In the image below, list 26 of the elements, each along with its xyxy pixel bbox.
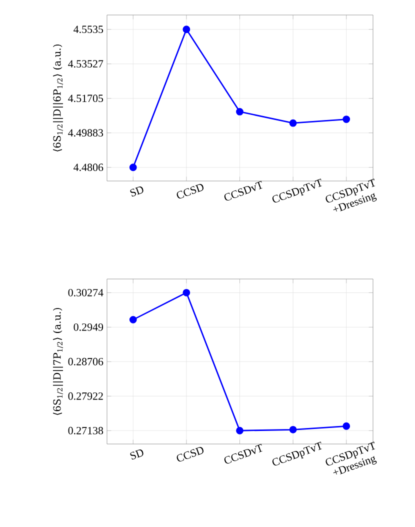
y-tick-label: 4.4806 — [74, 164, 104, 172]
point — [289, 426, 297, 434]
point — [182, 288, 190, 296]
y-axis-title: ⟨6S$_{1/2}$||D||6P$_{1/2}$⟩ (a.u.) — [53, 44, 64, 152]
y-tick-label: 0.2949 — [74, 323, 104, 331]
y-tick-label: 4.51705 — [68, 94, 104, 102]
point — [289, 119, 297, 127]
point — [129, 316, 137, 324]
x-tick-label: CCSD — [176, 447, 204, 462]
point — [342, 116, 350, 123]
x-tick-label: SD — [130, 450, 144, 460]
y-tick-label: 0.27138 — [68, 426, 104, 434]
x-tick-label: SD — [130, 186, 144, 196]
x-tick-label: CCSD — [176, 184, 204, 198]
point — [182, 26, 190, 34]
y-tick-label: 0.30274 — [68, 288, 104, 296]
y-tick-label: 0.28706 — [68, 358, 104, 366]
point — [342, 422, 350, 430]
y-tick-label: 0.27922 — [68, 392, 103, 400]
y-tick-label: 4.53527 — [68, 60, 104, 68]
point — [129, 164, 137, 172]
point — [236, 108, 244, 116]
point — [236, 426, 244, 434]
y-tick-label: 4.49883 — [68, 129, 104, 137]
y-tick-label: 4.5535 — [74, 26, 104, 34]
y-axis-title: ⟨6S$_{1/2}$||D||7P$_{1/2}$⟩ (a.u.) — [53, 308, 64, 415]
